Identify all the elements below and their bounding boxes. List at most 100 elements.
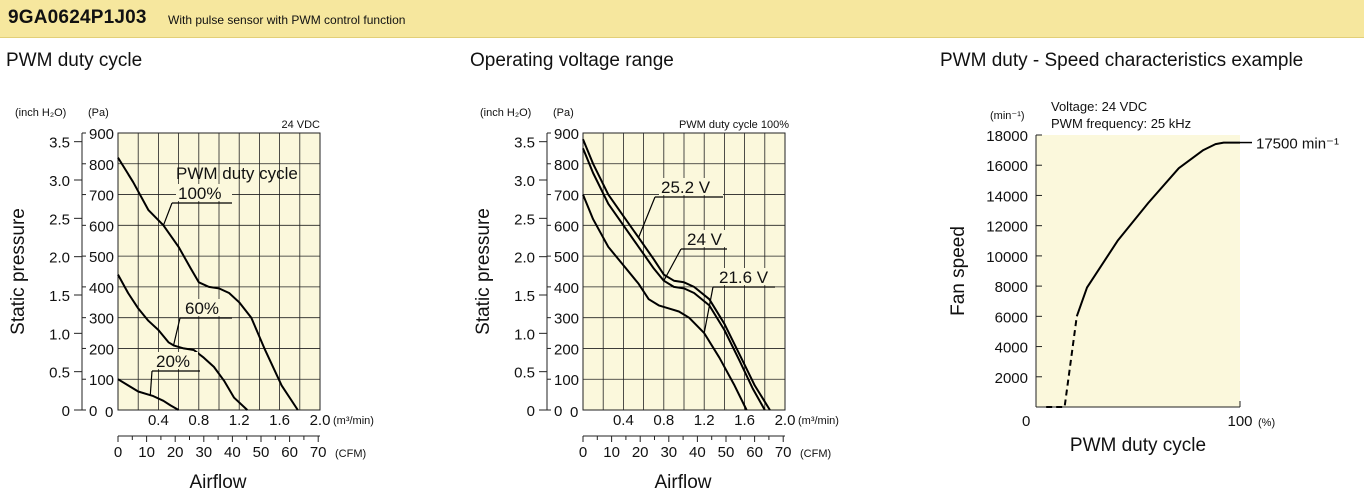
y-tick-label: 8000 xyxy=(995,279,1028,296)
series-label: 100% xyxy=(178,184,221,203)
y-tick-label-pa: 700 xyxy=(554,188,579,205)
x-tick-label-cfm: 60 xyxy=(746,444,763,461)
x-tick-label: 0 xyxy=(1022,413,1030,430)
x-tick-label-cfm: 30 xyxy=(660,444,677,461)
series-label: 20% xyxy=(156,352,190,371)
x-unit-m3: (m³/min) xyxy=(333,415,374,427)
series-label-background xyxy=(717,268,775,285)
y-tick-label-inch: 2.0 xyxy=(49,250,70,267)
x-axis-title: Airflow xyxy=(189,472,246,490)
series-line xyxy=(582,194,748,411)
y-tick-label-inch: 1.0 xyxy=(49,326,70,343)
series-line xyxy=(117,378,180,411)
y-tick-label-pa: 200 xyxy=(89,341,114,358)
series-label-background xyxy=(659,178,723,195)
y-tick-label-pa: 200 xyxy=(554,341,579,358)
series-label: 60% xyxy=(185,299,219,318)
series-label-leader xyxy=(637,196,656,238)
endpoint-label: 17500 min⁻¹ xyxy=(1256,136,1339,153)
y-tick-label-inch: 2.0 xyxy=(514,250,535,267)
series-line xyxy=(1075,141,1240,317)
series-label-background xyxy=(176,184,232,201)
y-tick-label-pa: 800 xyxy=(89,157,114,174)
y-tick-label-pa: 300 xyxy=(89,311,114,328)
y-tick-label-inch: 0.5 xyxy=(49,365,70,382)
y-tick-label-inch: 3.0 xyxy=(514,173,535,190)
series-label-background xyxy=(685,230,727,247)
x-tick-label-cfm: 70 xyxy=(775,444,792,461)
x-tick-label-m3: 0 xyxy=(105,404,113,421)
y-tick-label-inch: 3.5 xyxy=(514,135,535,152)
y-tick-label: 18000 xyxy=(986,128,1028,145)
x-axis-title: PWM duty cycle xyxy=(1070,435,1206,456)
x-tick-label-m3: 0.8 xyxy=(653,412,674,429)
y-tick-label-pa: 400 xyxy=(89,280,114,297)
x-tick-label-cfm: 0 xyxy=(579,444,587,461)
series-line xyxy=(582,138,771,411)
series-label: 21.6 V xyxy=(719,268,769,287)
x-unit-m3: (m³/min) xyxy=(798,415,839,427)
x-tick-label-m3: 1.6 xyxy=(734,412,755,429)
x-axis-title: Airflow xyxy=(654,472,711,490)
x-tick-label-m3: 0.4 xyxy=(613,412,634,429)
y-tick-label-pa: 700 xyxy=(89,188,114,205)
series-label-leader xyxy=(172,317,181,346)
y-tick-label-pa: 100 xyxy=(89,372,114,389)
condition-label: PWM duty cycle 100% xyxy=(679,119,789,131)
y-tick-label-inch: 0.5 xyxy=(514,365,535,382)
chart-operating-voltage-range: 90080070060050040030020010003.53.02.52.0… xyxy=(473,107,839,490)
x-tick-label-cfm: 40 xyxy=(689,444,706,461)
series-label-leader xyxy=(162,202,173,226)
y-axis-title: Static pressure xyxy=(8,208,29,335)
y-tick-label-pa: 300 xyxy=(554,311,579,328)
model-description: With pulse sensor with PWM control funct… xyxy=(168,13,406,27)
panel-title-pwm-duty: PWM duty cycle xyxy=(6,50,143,71)
x-tick-label-m3: 1.6 xyxy=(269,412,290,429)
y-tick-label-pa: 800 xyxy=(554,157,579,174)
series-label-leader xyxy=(703,286,714,334)
series-label: 24 V xyxy=(687,230,723,249)
y-tick-label: 10000 xyxy=(986,249,1028,266)
annotation-frequency: PWM frequency: 25 kHz xyxy=(1051,116,1191,131)
series-line xyxy=(117,274,248,411)
plot-background xyxy=(1036,135,1240,407)
series-label-background xyxy=(154,352,198,369)
header-banner: 9GA0624P1J03 With pulse sensor with PWM … xyxy=(0,0,1364,38)
y-tick-label: 4000 xyxy=(995,340,1028,357)
y-tick-label-inch: 0 xyxy=(527,403,535,420)
chart-pwm-speed-characteristics: 18000 16000 14000 12000 10000 8000 6000 4000 200… xyxy=(948,99,1339,456)
plot-border xyxy=(582,132,786,411)
x-tick-label-m3: 0.4 xyxy=(148,412,169,429)
y-tick-label-pa: 0 xyxy=(554,403,562,420)
x-tick-label-m3: 0 xyxy=(570,404,578,421)
y-tick-label-pa: 0 xyxy=(89,403,97,420)
y-tick-label: 14000 xyxy=(986,188,1028,205)
x-tick-label-m3: 2.0 xyxy=(775,412,796,429)
y-tick-label-inch: 1.5 xyxy=(49,288,70,305)
x-tick-label-cfm: 60 xyxy=(281,444,298,461)
y-tick-label-inch: 1.0 xyxy=(514,326,535,343)
series-line xyxy=(117,157,299,411)
y-tick-label-pa: 600 xyxy=(554,218,579,235)
y-tick-label-inch: 2.5 xyxy=(49,211,70,228)
series-label-leader xyxy=(663,248,682,282)
condition-label: 24 VDC xyxy=(281,119,320,131)
y-tick-label-pa: 600 xyxy=(89,218,114,235)
y-tick-label: 16000 xyxy=(986,158,1028,175)
y-unit-pa: (Pa) xyxy=(553,107,574,119)
x-unit: (%) xyxy=(1258,417,1275,429)
y-tick-label-pa: 500 xyxy=(89,249,114,266)
y-tick-label: 6000 xyxy=(995,309,1028,326)
panel-title-voltage-range: Operating voltage range xyxy=(470,50,674,71)
legend-title: PWM duty cycle xyxy=(176,164,298,183)
y-tick-label: 2000 xyxy=(995,370,1028,387)
y-axis-title: Fan speed xyxy=(948,226,969,316)
series-line xyxy=(582,148,766,411)
y-tick-label-inch: 3.0 xyxy=(49,173,70,190)
y-unit-pa: (Pa) xyxy=(88,107,109,119)
annotation-voltage: Voltage: 24 VDC xyxy=(1051,99,1147,114)
plot-border xyxy=(117,132,321,411)
y-unit-inch: (inch H₂O) xyxy=(15,107,66,119)
x-tick-label-cfm: 20 xyxy=(167,444,184,461)
y-tick-label-pa: 500 xyxy=(554,249,579,266)
